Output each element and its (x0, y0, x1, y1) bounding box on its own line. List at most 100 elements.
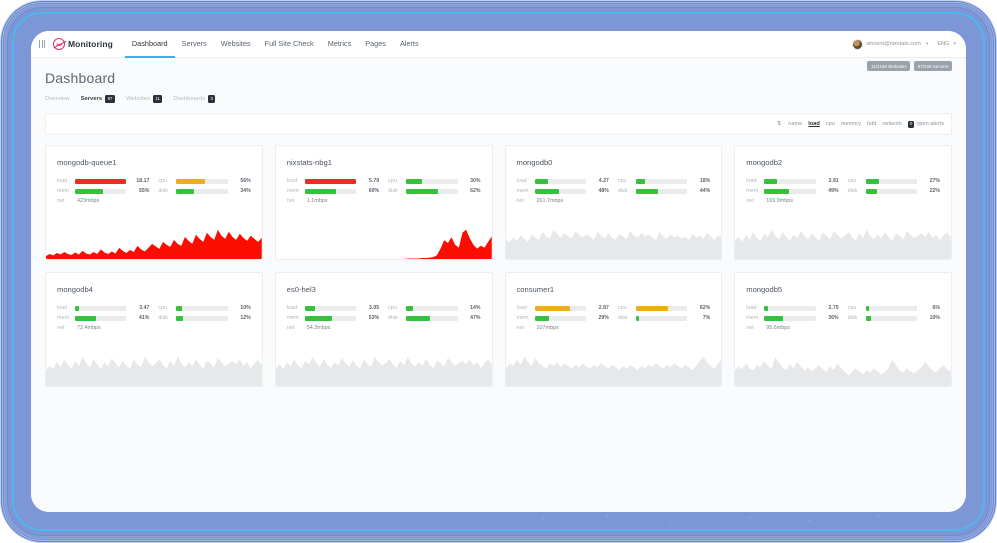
metric-load-value: 4.27 (598, 178, 609, 185)
sort-option-network[interactable]: network (882, 121, 902, 128)
metric-mem-label: mem (57, 188, 69, 195)
status-pill-servers[interactable]: 97/228 Servers (914, 61, 952, 72)
nav-link-full-site-check[interactable]: Full Site Check (264, 38, 314, 48)
subtab-overview[interactable]: Overview (45, 96, 70, 102)
metric-disk-label: disk (847, 188, 858, 195)
metric-disk-value: 44% (699, 188, 711, 195)
metric-mem-value: 36% (828, 315, 839, 322)
metric-mem: mem 48% (517, 188, 609, 194)
metric-cpu-value: 18% (699, 178, 711, 185)
metric-mem: mem 55% (57, 188, 149, 194)
metric-disk-bar (406, 315, 458, 321)
nav-link-alerts[interactable]: Alerts (399, 38, 419, 48)
server-card[interactable]: es0-hel3 load 3.05 cpu 14% mem 53% disk 47% net 54… (274, 272, 493, 388)
open-alerts-filter[interactable]: 0 open alerts (907, 120, 944, 128)
server-card-net: net 95.6mbps (735, 321, 951, 331)
metric-cpu-label: cpu (847, 305, 857, 312)
metric-cpu-value: 30% (470, 178, 481, 185)
sort-option-memory[interactable]: memory (840, 121, 862, 128)
subtab-dashboards[interactable]: Dashboards 3 (173, 95, 216, 104)
metric-net-value: 169.9mbps (766, 198, 793, 205)
metric-disk-value: 47% (470, 315, 481, 322)
sort-option-hdd[interactable]: hdd (867, 121, 877, 128)
metric-net-value: 107mbps (536, 325, 559, 332)
metric-load: load 3.05 (287, 305, 379, 311)
server-card-metrics: load 3.05 cpu 14% mem 53% disk 47% (276, 294, 492, 321)
metric-mem-label: mem (516, 315, 529, 322)
metric-mem-value: 49% (828, 188, 839, 195)
server-card[interactable]: consumer1 load 2.87 cpu 62% mem 29% disk 7% net 10… (504, 272, 723, 388)
sort-icon[interactable]: ⇅ (776, 121, 782, 128)
subtab-dashboards-badge: 3 (208, 95, 216, 104)
metric-mem-value: 41% (138, 315, 150, 322)
navbar-right: vincent@nixstats.com ▾ ENG ▾ (852, 38, 956, 50)
chevron-down-icon: ▾ (925, 41, 929, 47)
metric-disk-bar (635, 315, 688, 321)
metric-net-value: 261.7mbps (536, 198, 564, 205)
metric-disk: disk 34% (158, 188, 250, 194)
nav-link-servers[interactable]: Servers (181, 38, 207, 48)
metric-cpu: cpu 30% (388, 178, 480, 184)
metric-load-bar (764, 305, 816, 311)
metric-mem-bar (304, 315, 357, 321)
metric-cpu-label: cpu (388, 178, 397, 185)
metric-load: load 3.47 (57, 305, 149, 311)
metric-cpu-value: 27% (929, 178, 940, 185)
status-pill-websites[interactable]: 11/2158 Websites (867, 61, 911, 72)
metric-disk-bar (176, 188, 228, 194)
server-cards-grid: mongodb-queue1 load 18.17 cpu 56% mem 55% disk 3… (45, 145, 952, 388)
metric-net-value: 423mbps (77, 198, 100, 205)
server-card[interactable]: mongodb0 load 4.27 cpu 18% mem 48% disk 44% net 26… (504, 145, 723, 261)
metric-net-label: net (516, 198, 525, 205)
metric-net-value: 1.1mbps (306, 198, 328, 205)
sort-option-name[interactable]: name (788, 121, 803, 128)
metric-cpu-value: 62% (699, 305, 711, 312)
metric-disk: disk 22% (848, 188, 940, 194)
metric-mem: mem 49% (746, 188, 838, 194)
metric-cpu-bar (406, 305, 458, 311)
metric-net-label: net (286, 325, 295, 332)
subtab-websites-label: Websites (125, 96, 150, 103)
metric-load-bar (304, 305, 357, 311)
subtab-websites[interactable]: Websites 11 (125, 95, 163, 104)
page-header: Dashboard Overview Servers 97 Websites 1… (31, 58, 966, 104)
metric-mem: mem 60% (287, 188, 379, 194)
metric-load-bar (75, 178, 127, 184)
metric-load-bar (534, 178, 586, 184)
open-alerts-label: open alerts (916, 121, 944, 128)
metric-mem-bar (764, 315, 816, 321)
user-email: vincent@nixstats.com (866, 41, 921, 47)
device-frame-glow (12, 12, 985, 531)
nav-link-pages[interactable]: Pages (365, 38, 386, 48)
sort-option-load[interactable]: load (808, 121, 820, 128)
server-card-metrics: load 3.91 cpu 27% mem 49% disk 22% (735, 167, 951, 194)
metric-mem-label: mem (746, 315, 759, 322)
server-card[interactable]: mongodb4 load 3.47 cpu 10% mem 41% disk 12% net 72… (45, 272, 263, 388)
server-card[interactable]: mongodb-queue1 load 18.17 cpu 56% mem 55% disk 3… (45, 145, 263, 261)
nav-link-metrics[interactable]: Metrics (327, 38, 352, 48)
language-selector[interactable]: ENG ▾ (937, 41, 956, 47)
open-alerts-count: 0 (907, 120, 915, 128)
server-card-net: net 1.1mbps (276, 194, 492, 204)
metric-cpu-bar (176, 178, 228, 184)
server-card[interactable]: nixstats-nbg1 load 5.79 cpu 30% mem 60% disk 62%… (274, 145, 493, 261)
subtab-servers-badge: 97 (105, 95, 115, 104)
nav-link-websites[interactable]: Websites (220, 38, 251, 48)
server-card[interactable]: mongodb5 load 2.75 cpu 6% mem 36% disk 10% net 95.… (734, 272, 952, 388)
metric-mem-bar (75, 315, 127, 321)
user-menu[interactable]: vincent@nixstats.com ▾ (852, 38, 929, 50)
metric-load: load 3.91 (746, 178, 838, 184)
grid-menu-icon[interactable] (39, 40, 45, 48)
sort-option-cpu[interactable]: cpu (825, 121, 835, 128)
subtab-servers[interactable]: Servers 97 (81, 95, 115, 104)
metric-cpu-label: cpu (847, 178, 857, 185)
metric-cpu-label: cpu (158, 305, 168, 312)
metric-mem-value: 55% (138, 188, 150, 195)
brand-logo[interactable]: 360 Monitoring (53, 38, 113, 50)
metric-cpu-bar (865, 305, 917, 311)
server-card[interactable]: mongodb2 load 3.91 cpu 27% mem 49% disk 22% net 16… (734, 145, 952, 261)
nav-link-dashboard[interactable]: Dashboard (124, 31, 175, 58)
monitoring-app: 360 Monitoring Dashboard Servers Website… (31, 31, 966, 512)
server-sparkline (735, 357, 951, 387)
